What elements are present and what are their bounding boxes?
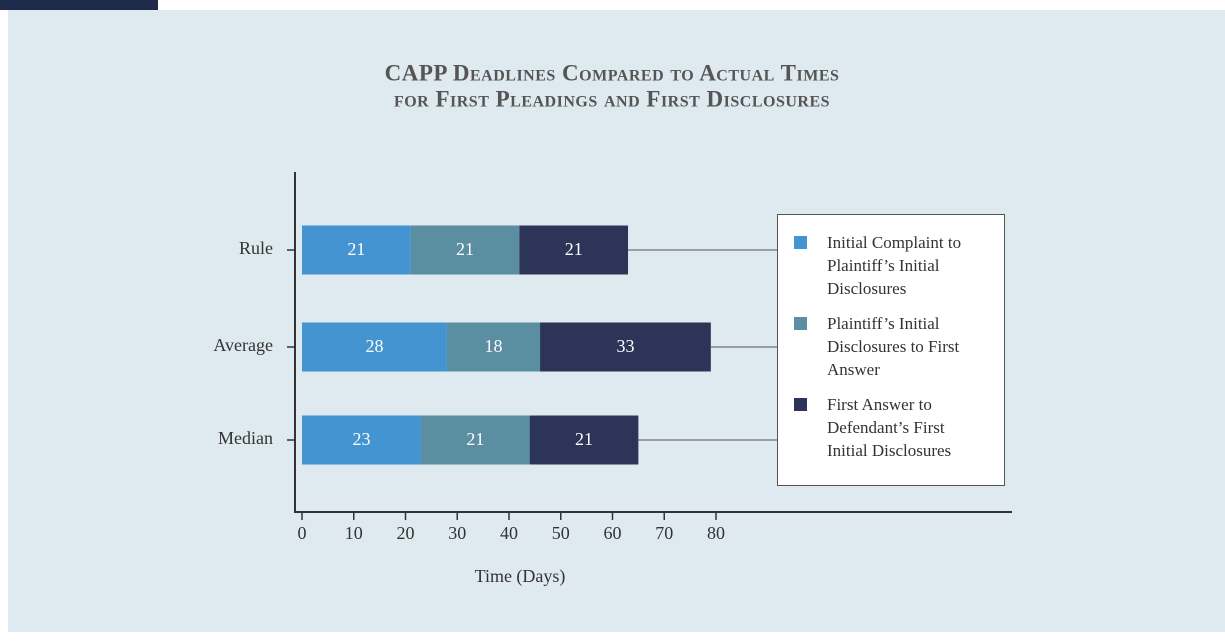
y-tick-label: Average <box>213 335 273 355</box>
chart-title: for First Pleadings and First Disclosure… <box>394 86 830 111</box>
bar-segment <box>540 322 711 372</box>
bar-segment <box>302 225 411 275</box>
bar-segment <box>410 225 520 275</box>
value-label: 18 <box>484 336 502 356</box>
bar-segment <box>519 225 629 275</box>
corner-block <box>0 0 158 10</box>
value-label: 28 <box>365 336 383 356</box>
value-label: 23 <box>353 429 371 449</box>
x-tick-label: 60 <box>604 523 622 543</box>
x-axis-label: Time (Days) <box>475 566 566 587</box>
value-label: 21 <box>456 239 474 259</box>
x-tick-label: 10 <box>345 523 363 543</box>
legend-item: Plaintiff’s Initial Disclosures to First… <box>790 312 994 381</box>
bar-segment <box>302 415 422 465</box>
legend: Initial Complaint to Plaintiff’s Initial… <box>777 214 1005 486</box>
value-label: 21 <box>466 429 484 449</box>
x-tick-label: 80 <box>707 523 725 543</box>
bar-segment <box>446 322 541 372</box>
value-label: 21 <box>347 239 365 259</box>
x-tick-label: 20 <box>397 523 415 543</box>
x-tick-label: 40 <box>500 523 518 543</box>
x-tick-label: 30 <box>448 523 466 543</box>
legend-label: Initial Complaint to Plaintiff’s Initial… <box>827 233 962 298</box>
legend-swatch <box>794 398 807 411</box>
legend-item: Initial Complaint to Plaintiff’s Initial… <box>790 231 994 300</box>
y-tick-label: Median <box>218 428 273 448</box>
x-tick-label: 70 <box>655 523 673 543</box>
legend-swatch <box>794 317 807 330</box>
bar-segment <box>302 322 447 372</box>
value-label: 33 <box>616 336 634 356</box>
y-tick-label: Rule <box>239 238 273 258</box>
panel <box>8 10 1225 632</box>
legend-label: Plaintiff’s Initial Disclosures to First… <box>827 314 960 379</box>
value-label: 21 <box>575 429 593 449</box>
value-label: 21 <box>565 239 583 259</box>
legend-label: First Answer to Defendant’s First Initia… <box>827 395 952 460</box>
chart-title: CAPP Deadlines Compared to Actual Times <box>385 60 840 85</box>
bar-segment <box>421 415 530 465</box>
bar-segment <box>529 415 639 465</box>
legend-item: First Answer to Defendant’s First Initia… <box>790 393 994 462</box>
x-tick-label: 50 <box>552 523 570 543</box>
x-tick-label: 0 <box>298 523 307 543</box>
legend-swatch <box>794 236 807 249</box>
